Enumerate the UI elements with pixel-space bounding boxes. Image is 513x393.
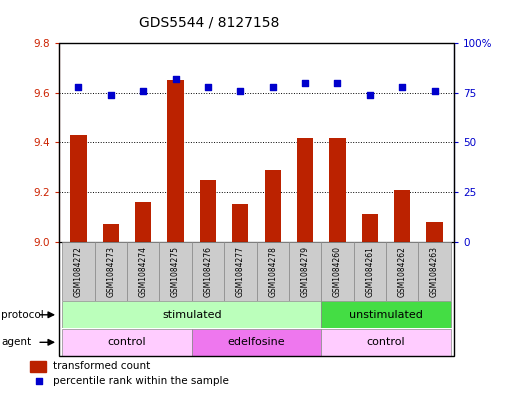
Bar — [200, 180, 216, 242]
Bar — [224, 242, 256, 301]
Point — [107, 92, 115, 98]
Point — [74, 84, 83, 90]
Point — [430, 88, 439, 94]
Bar — [135, 202, 151, 242]
Bar — [62, 301, 321, 328]
Text: GDS5544 / 8127158: GDS5544 / 8127158 — [139, 16, 279, 30]
Bar — [256, 242, 289, 301]
Point — [236, 88, 244, 94]
Point — [204, 84, 212, 90]
Text: GSM1084272: GSM1084272 — [74, 246, 83, 297]
Text: GSM1084274: GSM1084274 — [139, 246, 148, 297]
Bar — [232, 204, 248, 242]
Text: GSM1084263: GSM1084263 — [430, 246, 439, 297]
Point — [366, 92, 374, 98]
Text: control: control — [367, 337, 405, 347]
Bar — [103, 224, 119, 242]
Text: agent: agent — [1, 337, 31, 347]
Text: unstimulated: unstimulated — [349, 310, 423, 320]
Bar — [127, 242, 160, 301]
Bar — [321, 242, 353, 301]
Bar — [394, 189, 410, 242]
Point — [301, 80, 309, 86]
Bar — [321, 301, 451, 328]
Bar — [426, 222, 443, 242]
Bar — [62, 242, 94, 301]
Bar — [289, 242, 321, 301]
Text: GSM1084275: GSM1084275 — [171, 246, 180, 297]
Text: GSM1084262: GSM1084262 — [398, 246, 407, 297]
Point — [34, 377, 43, 384]
Point — [333, 80, 342, 86]
Bar — [329, 138, 346, 242]
Text: edelfosine: edelfosine — [228, 337, 285, 347]
Bar — [321, 329, 451, 356]
Point — [269, 84, 277, 90]
Text: GSM1084261: GSM1084261 — [365, 246, 374, 297]
Text: GSM1084276: GSM1084276 — [204, 246, 212, 297]
Text: GSM1084273: GSM1084273 — [106, 246, 115, 297]
Bar — [419, 242, 451, 301]
Text: GSM1084260: GSM1084260 — [333, 246, 342, 297]
Bar — [192, 329, 321, 356]
Bar — [160, 242, 192, 301]
Bar — [362, 215, 378, 242]
Bar — [167, 81, 184, 242]
Text: GSM1084277: GSM1084277 — [236, 246, 245, 297]
Bar — [70, 135, 87, 242]
Text: percentile rank within the sample: percentile rank within the sample — [53, 376, 229, 386]
Text: GSM1084278: GSM1084278 — [268, 246, 277, 297]
Bar — [297, 138, 313, 242]
Bar — [62, 329, 192, 356]
Bar — [94, 242, 127, 301]
Point — [171, 76, 180, 82]
Bar — [353, 242, 386, 301]
Bar — [386, 242, 419, 301]
Bar — [265, 170, 281, 242]
Point — [139, 88, 147, 94]
Bar — [30, 361, 46, 372]
Bar — [192, 242, 224, 301]
Text: protocol: protocol — [1, 310, 44, 320]
Text: transformed count: transformed count — [53, 361, 151, 371]
Text: control: control — [108, 337, 146, 347]
Text: stimulated: stimulated — [162, 310, 222, 320]
Point — [398, 84, 406, 90]
Text: GSM1084279: GSM1084279 — [301, 246, 309, 297]
